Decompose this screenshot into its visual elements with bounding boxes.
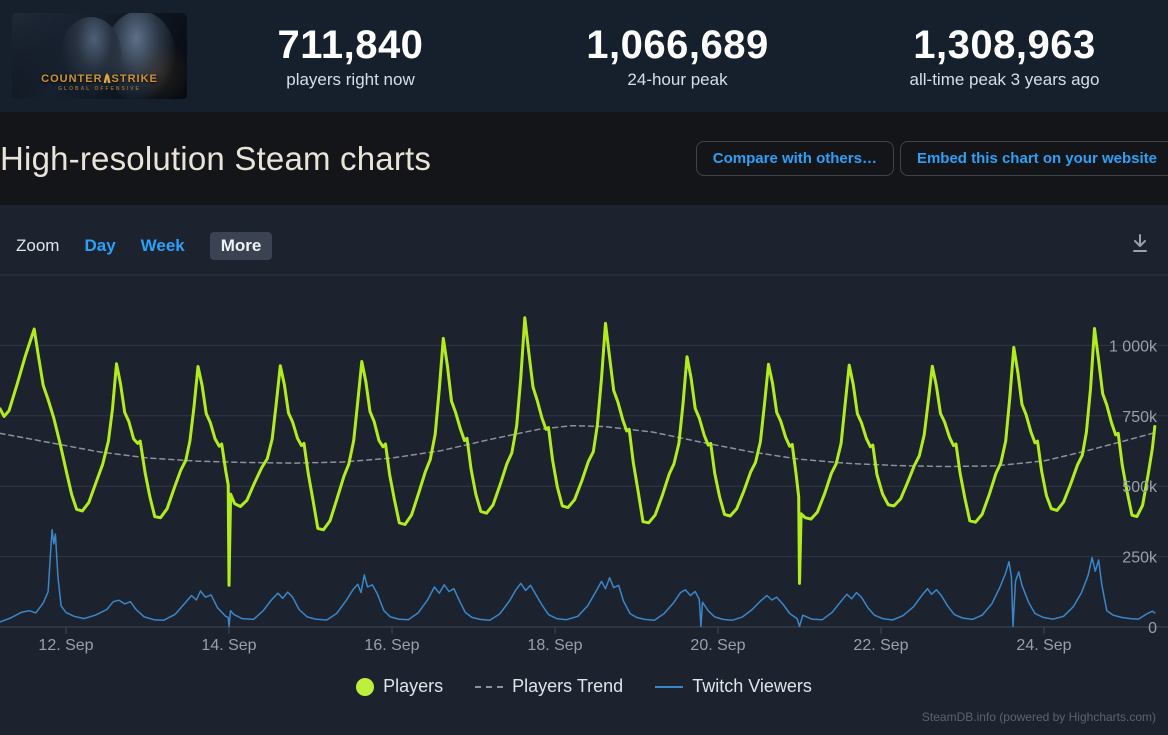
stats-bar: COUNTER STRIKE GLOBAL OFFENSIVE 711,840 p…: [0, 0, 1168, 112]
page-title: High-resolution Steam charts: [0, 139, 432, 177]
current-players-value: 711,840: [277, 22, 424, 67]
capsule-subtitle: GLOBAL OFFENSIVE: [58, 86, 141, 92]
legend-twitch-viewers-label: Twitch Viewers: [692, 676, 812, 696]
counter-strike-logo: COUNTER STRIKE: [41, 73, 158, 85]
chart-section: Zoom Day Week More 12. Sep 14. Sep 16. Sep…: [0, 205, 1168, 735]
svg-text:18. Sep: 18. Sep: [527, 637, 582, 654]
soldier-art: [60, 17, 122, 95]
zoom-label: Zoom: [16, 236, 60, 255]
stat-24h-peak: 1,066,689 24-hour peak: [514, 23, 841, 90]
current-players-label: players right now: [286, 69, 415, 89]
stat-current-players: 711,840 players right now: [187, 23, 514, 90]
range-week[interactable]: Week: [140, 236, 185, 255]
legend-item-players[interactable]: Players: [356, 676, 443, 697]
cs-soldier-glyph: [103, 73, 111, 83]
range-day[interactable]: Day: [84, 236, 116, 255]
svg-text:16. Sep: 16. Sep: [364, 637, 419, 654]
capsule-glow: [132, 43, 187, 99]
download-icon: [1133, 234, 1147, 252]
legend-players-label: Players: [383, 676, 444, 696]
24h-peak-value: 1,066,689: [586, 22, 769, 67]
svg-text:250k: 250k: [1122, 550, 1158, 567]
header-buttons: Compare with others… Embed this chart on…: [695, 141, 1168, 176]
range-more[interactable]: More: [209, 232, 273, 260]
twitch-viewers-swatch-icon: [655, 685, 684, 688]
svg-text:12. Sep: 12. Sep: [38, 637, 93, 654]
svg-text:22. Sep: 22. Sep: [853, 637, 908, 654]
game-capsule[interactable]: COUNTER STRIKE GLOBAL OFFENSIVE: [12, 13, 187, 99]
zoom-toolbar: Zoom Day Week More: [16, 232, 273, 260]
legend-item-players-trend[interactable]: Players Trend: [475, 676, 623, 697]
players-trend-swatch-icon: [475, 685, 504, 688]
stat-alltime-peak: 1,308,963 all-time peak 3 years ago: [841, 23, 1168, 90]
alltime-peak-label: all-time peak 3 years ago: [909, 69, 1100, 89]
page-header: High-resolution Steam charts Compare wit…: [0, 112, 1168, 205]
svg-text:750k: 750k: [1122, 409, 1158, 426]
players-chart[interactable]: 12. Sep 14. Sep 16. Sep 18. Sep 20. Sep 22. S…: [0, 265, 1168, 665]
svg-text:0: 0: [1148, 620, 1157, 637]
compare-button[interactable]: Compare with others…: [695, 141, 894, 176]
legend-players-trend-label: Players Trend: [512, 676, 624, 696]
svg-text:20. Sep: 20. Sep: [690, 637, 745, 654]
legend-item-twitch-viewers[interactable]: Twitch Viewers: [655, 676, 812, 697]
svg-text:500k: 500k: [1122, 479, 1158, 496]
highcharts-credits[interactable]: SteamDB.info (powered by Highcharts.com): [921, 710, 1156, 724]
chart-legend: Players Players Trend Twitch Viewers: [0, 676, 1168, 697]
24h-peak-label: 24-hour peak: [627, 69, 728, 89]
svg-text:1 000k: 1 000k: [1109, 338, 1158, 355]
svg-text:14. Sep: 14. Sep: [201, 637, 256, 654]
alltime-peak-value: 1,308,963: [913, 22, 1096, 67]
download-chart-button[interactable]: [1128, 231, 1152, 255]
players-swatch-icon: [356, 677, 375, 696]
embed-button[interactable]: Embed this chart on your website: [899, 141, 1168, 176]
svg-text:24. Sep: 24. Sep: [1016, 637, 1071, 654]
